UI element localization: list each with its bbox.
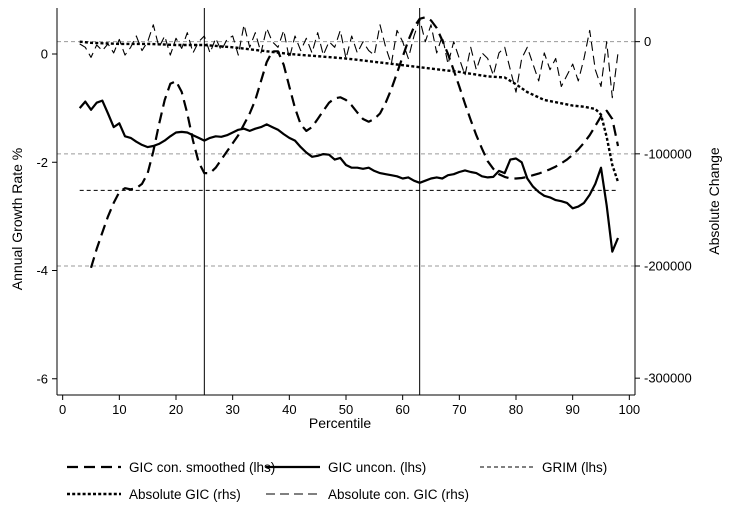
series-lines bbox=[78, 16, 620, 269]
legend-label: Absolute GIC (rhs) bbox=[129, 487, 241, 502]
y-tick-label: 0 bbox=[41, 47, 48, 62]
y-tick-label: -6 bbox=[36, 371, 48, 386]
y2-tick-label: 0 bbox=[644, 34, 651, 49]
y2-tick-label: -100000 bbox=[644, 146, 692, 161]
y-tick-label: -2 bbox=[36, 155, 48, 170]
x-axis: 0 10 20 30 40 50 60 70 80 90 100 bbox=[59, 395, 640, 417]
series-line bbox=[79, 18, 619, 99]
x-tick-label: 0 bbox=[59, 402, 66, 417]
legend: GIC con. smoothed (lhs) GIC uncon. (lhs) G… bbox=[67, 460, 607, 502]
y2-tick-label: -200000 bbox=[644, 259, 692, 274]
legend-label: GIC con. smoothed (lhs) bbox=[129, 460, 275, 475]
x-tick-label: 80 bbox=[509, 402, 523, 417]
x-tick-label: 90 bbox=[565, 402, 579, 417]
x-tick-label: 20 bbox=[169, 402, 183, 417]
gridlines bbox=[57, 41, 635, 267]
y-axis-title: Annual Growth Rate % bbox=[9, 148, 25, 290]
x-tick-label: 30 bbox=[225, 402, 239, 417]
x-tick-label: 100 bbox=[618, 402, 640, 417]
series-line bbox=[89, 16, 620, 269]
vertical-reference-lines bbox=[203, 8, 421, 395]
x-tick-label: 60 bbox=[395, 402, 409, 417]
y-axis-right: -300000 -200000 -100000 0 bbox=[635, 34, 692, 386]
y-tick-label: -4 bbox=[36, 263, 48, 278]
legend-label: Absolute con. GIC (rhs) bbox=[328, 487, 469, 502]
x-tick-label: 70 bbox=[452, 402, 466, 417]
series-line bbox=[78, 99, 620, 253]
x-tick-label: 50 bbox=[339, 402, 353, 417]
legend-label: GRIM (lhs) bbox=[542, 460, 607, 475]
series-line bbox=[79, 40, 620, 183]
y-axis-left: -6 -4 -2 0 bbox=[36, 47, 57, 386]
x-axis-title: Percentile bbox=[309, 415, 371, 431]
x-tick-label: 40 bbox=[282, 402, 296, 417]
x-tick-label: 10 bbox=[112, 402, 126, 417]
y2-tick-label: -300000 bbox=[644, 371, 692, 386]
y2-axis-title: Absolute Change bbox=[706, 147, 722, 255]
legend-label: GIC uncon. (lhs) bbox=[328, 460, 426, 475]
